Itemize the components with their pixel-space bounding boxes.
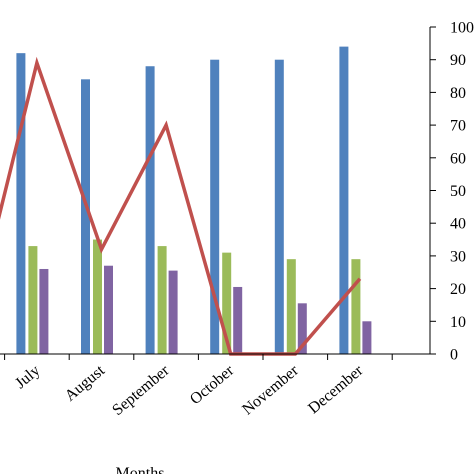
y-tick-label: 30 [450,248,466,265]
bar-july-series-2 [28,246,38,354]
x-category-label: September [109,362,173,419]
y-tick-label: 80 [450,85,466,102]
y-tick-label: 0 [450,347,458,364]
x-category-label: August [62,362,109,405]
bar-july-series-3 [39,268,49,354]
y-tick-label: 90 [450,52,466,69]
x-axis-ticks [4,354,393,360]
x-category-label: November [239,362,302,419]
bar-november-series-2 [286,259,296,354]
y-tick-label: 40 [450,216,466,233]
bar-august-series-3 [104,265,113,354]
y-tick-label: 70 [450,118,466,135]
bar-december-series-3 [362,321,372,354]
x-category-label: October [187,362,238,409]
bar-november-series-1 [274,59,284,354]
bar-september-series-3 [168,270,178,354]
bar-december-series-2 [351,259,361,354]
x-category-label: December [305,362,367,418]
bar-september-series-2 [157,246,167,354]
bar-august-series-1 [81,79,90,354]
x-axis-labels: neJulyAugustSeptemberOctoberNovemberDece… [12,362,367,419]
bar-september-series-1 [145,66,155,355]
bar-group [16,46,372,355]
y-axis-ticks: 0 10 20 30 40 50 60 70 80 90 100 [430,20,474,364]
bar-december-series-1 [339,46,349,355]
y-tick-label: 100 [450,20,474,37]
bar-july-series-1 [16,53,26,354]
bar-november-series-3 [297,303,307,354]
y-tick-label: 10 [450,314,466,331]
bar-october-series-3 [233,286,243,354]
bar-august-series-2 [93,239,102,354]
x-category-label: July [12,362,43,392]
bar-october-series-2 [222,252,232,354]
bar-october-series-1 [210,59,220,354]
x-axis-title: Months [116,465,165,474]
y-tick-label: 60 [450,150,466,167]
y-tick-label: 50 [450,183,466,200]
y-tick-label: 20 [450,281,466,298]
